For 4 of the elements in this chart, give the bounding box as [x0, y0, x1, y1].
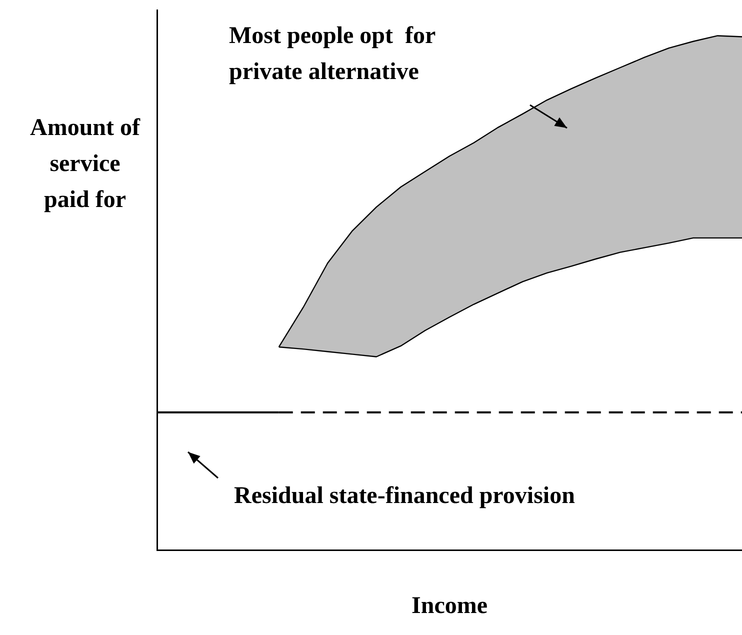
- annotation: Most people opt for private alternative: [229, 22, 436, 87]
- y-axis-title: Amount of service paid for: [30, 114, 140, 215]
- x-axis-title: Income: [412, 592, 488, 619]
- annotation: Residual state-financed provision: [234, 482, 575, 511]
